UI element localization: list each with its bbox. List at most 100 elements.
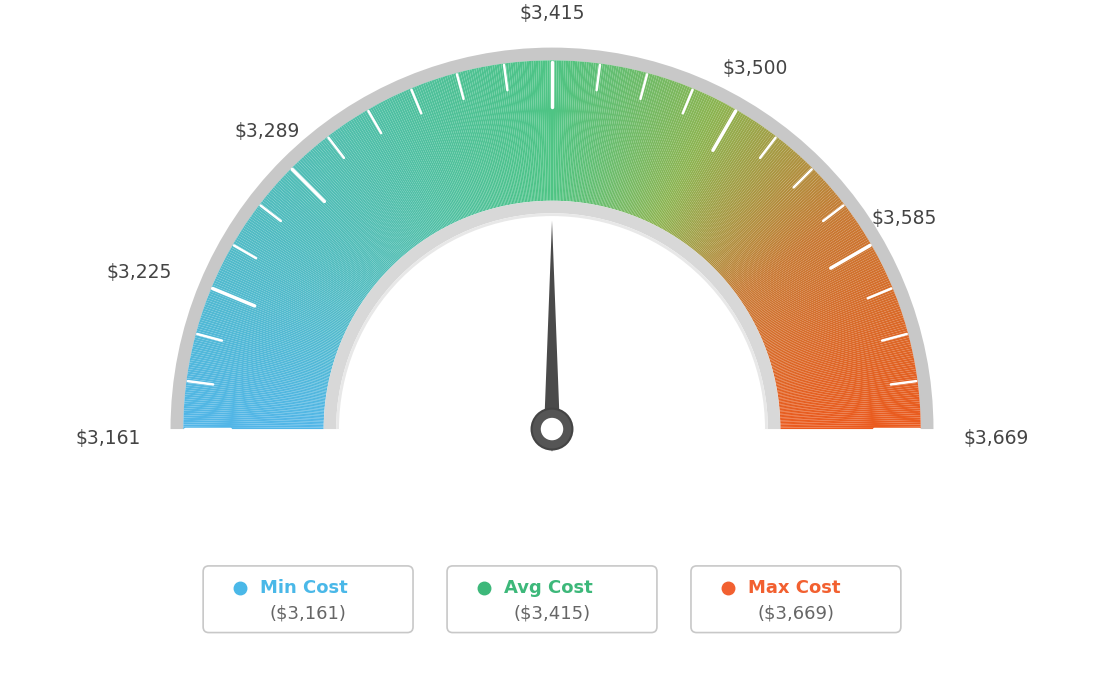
Wedge shape	[277, 181, 383, 277]
Wedge shape	[767, 308, 901, 356]
Wedge shape	[344, 123, 425, 240]
Wedge shape	[250, 216, 365, 298]
Text: $3,669: $3,669	[964, 429, 1029, 448]
Wedge shape	[497, 64, 519, 204]
Wedge shape	[773, 335, 909, 373]
Wedge shape	[563, 61, 573, 201]
Text: $3,500: $3,500	[723, 59, 788, 78]
Wedge shape	[259, 203, 372, 290]
Wedge shape	[694, 141, 784, 251]
Wedge shape	[625, 80, 672, 213]
Wedge shape	[512, 62, 529, 202]
Wedge shape	[571, 61, 584, 201]
Wedge shape	[412, 87, 467, 218]
Wedge shape	[293, 165, 393, 266]
Wedge shape	[764, 293, 895, 346]
Text: ($3,415): ($3,415)	[513, 604, 591, 622]
Wedge shape	[474, 68, 505, 206]
Wedge shape	[482, 66, 511, 205]
Wedge shape	[339, 127, 422, 243]
Wedge shape	[341, 126, 423, 242]
Wedge shape	[672, 115, 747, 235]
Wedge shape	[590, 66, 614, 204]
Wedge shape	[758, 270, 885, 332]
Wedge shape	[649, 95, 711, 223]
Wedge shape	[427, 81, 476, 215]
Wedge shape	[328, 135, 414, 248]
Wedge shape	[724, 187, 831, 280]
Wedge shape	[410, 88, 465, 219]
Wedge shape	[188, 367, 327, 392]
Text: ($3,161): ($3,161)	[269, 604, 347, 622]
Wedge shape	[201, 315, 335, 360]
Wedge shape	[692, 138, 779, 250]
Wedge shape	[599, 68, 630, 206]
Wedge shape	[400, 92, 458, 221]
Wedge shape	[776, 362, 915, 389]
Wedge shape	[232, 244, 354, 315]
Wedge shape	[372, 106, 442, 230]
Wedge shape	[308, 151, 402, 258]
Wedge shape	[767, 304, 900, 353]
Wedge shape	[311, 148, 404, 256]
Wedge shape	[190, 357, 328, 386]
Wedge shape	[407, 89, 464, 219]
Wedge shape	[235, 239, 357, 313]
Wedge shape	[650, 97, 713, 224]
FancyBboxPatch shape	[203, 566, 413, 633]
Wedge shape	[775, 346, 912, 380]
Wedge shape	[210, 289, 341, 344]
Wedge shape	[753, 255, 879, 323]
Wedge shape	[506, 63, 524, 203]
Wedge shape	[458, 72, 496, 208]
Wedge shape	[556, 61, 561, 201]
Wedge shape	[597, 68, 628, 206]
Wedge shape	[754, 257, 880, 324]
Wedge shape	[524, 61, 537, 201]
Wedge shape	[699, 146, 790, 255]
Wedge shape	[608, 72, 646, 208]
Wedge shape	[777, 369, 916, 393]
Wedge shape	[565, 61, 575, 201]
Wedge shape	[449, 75, 490, 210]
Wedge shape	[447, 75, 488, 210]
Wedge shape	[771, 324, 906, 366]
Wedge shape	[183, 417, 323, 424]
Wedge shape	[336, 130, 418, 244]
Wedge shape	[655, 99, 720, 226]
Wedge shape	[779, 397, 920, 411]
Wedge shape	[183, 424, 323, 428]
Wedge shape	[769, 315, 903, 360]
Wedge shape	[778, 381, 917, 400]
Wedge shape	[193, 339, 330, 375]
Wedge shape	[184, 406, 325, 416]
Wedge shape	[364, 110, 437, 233]
Wedge shape	[376, 104, 445, 228]
Wedge shape	[673, 117, 750, 236]
Wedge shape	[567, 61, 580, 201]
Wedge shape	[761, 281, 891, 338]
Wedge shape	[191, 351, 329, 382]
Wedge shape	[603, 70, 637, 207]
Wedge shape	[581, 63, 601, 203]
Text: Avg Cost: Avg Cost	[503, 580, 593, 598]
Wedge shape	[199, 322, 333, 364]
Wedge shape	[480, 67, 509, 205]
Wedge shape	[634, 85, 686, 216]
Wedge shape	[622, 78, 666, 212]
Wedge shape	[436, 79, 481, 213]
Wedge shape	[630, 83, 681, 215]
Wedge shape	[715, 172, 818, 270]
Wedge shape	[460, 71, 497, 208]
Wedge shape	[265, 196, 375, 286]
Wedge shape	[302, 155, 399, 261]
Wedge shape	[605, 70, 639, 207]
Wedge shape	[718, 175, 820, 273]
Wedge shape	[779, 395, 920, 409]
Wedge shape	[562, 61, 571, 201]
Wedge shape	[223, 259, 349, 326]
Wedge shape	[288, 170, 390, 270]
Wedge shape	[248, 218, 364, 299]
Wedge shape	[627, 81, 675, 214]
Wedge shape	[705, 155, 802, 261]
